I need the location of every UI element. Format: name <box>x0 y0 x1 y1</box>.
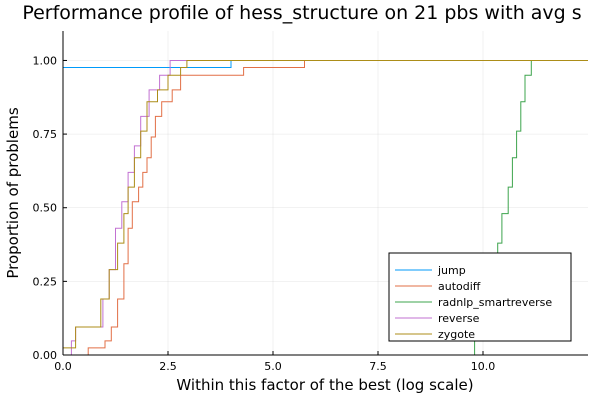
x-tick-label: 7.5 <box>369 360 387 373</box>
series-lines <box>63 60 588 355</box>
x-tick-label: 5.0 <box>264 360 282 373</box>
legend-label-radnlp-smartreverse: radnlp_smartreverse <box>438 296 552 309</box>
y-tick-label: 0.50 <box>33 202 58 215</box>
series-line-zygote <box>63 60 588 349</box>
x-tick-label: 2.5 <box>159 360 177 373</box>
x-tick-label: 0.0 <box>54 360 72 373</box>
axes <box>62 31 588 356</box>
legend-label-jump: jump <box>437 264 466 277</box>
y-tick-label: 0.75 <box>33 128 58 141</box>
chart-title: Performance profile of hess_structure on… <box>22 2 581 24</box>
legend-label-zygote: zygote <box>438 328 475 341</box>
y-axis-title: Proportion of problems <box>4 107 22 278</box>
series-line-jump <box>63 60 588 68</box>
legend-label-autodiff: autodiff <box>438 280 481 293</box>
x-axis-title: Within this factor of the best (log scal… <box>176 376 473 394</box>
ticks: 0.0 2.5 5.0 7.5 10.0 0.00 0.25 0.50 0.75 1.00 <box>33 54 496 373</box>
y-tick-label: 0.25 <box>33 275 58 288</box>
legend-box <box>388 252 572 342</box>
legend-label-reverse: reverse <box>438 312 480 325</box>
y-tick-label: 1.00 <box>33 54 58 67</box>
x-tick-label: 10.0 <box>471 360 496 373</box>
series-line-autodiff <box>87 60 588 355</box>
y-tick-label: 0.00 <box>33 349 58 362</box>
